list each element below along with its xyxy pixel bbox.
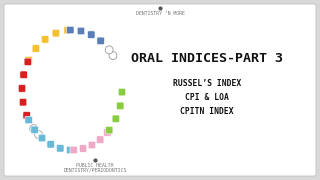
Text: CPITN INDEX: CPITN INDEX (180, 107, 234, 116)
FancyBboxPatch shape (97, 37, 104, 45)
FancyBboxPatch shape (38, 134, 46, 142)
FancyBboxPatch shape (112, 115, 120, 123)
FancyBboxPatch shape (18, 85, 26, 92)
Text: PUBLIC HEALTH: PUBLIC HEALTH (76, 163, 114, 168)
FancyBboxPatch shape (67, 146, 74, 154)
FancyBboxPatch shape (105, 126, 113, 134)
FancyBboxPatch shape (118, 88, 126, 96)
Text: DENTISTRY/PERIODONTICS: DENTISTRY/PERIODONTICS (63, 167, 127, 172)
FancyBboxPatch shape (67, 26, 74, 34)
FancyBboxPatch shape (4, 4, 316, 176)
FancyBboxPatch shape (70, 146, 77, 154)
Ellipse shape (35, 131, 43, 139)
FancyBboxPatch shape (88, 141, 96, 149)
FancyBboxPatch shape (96, 136, 104, 143)
FancyBboxPatch shape (23, 112, 30, 119)
FancyBboxPatch shape (116, 102, 124, 110)
FancyBboxPatch shape (31, 126, 38, 134)
FancyBboxPatch shape (79, 145, 87, 152)
Ellipse shape (109, 52, 117, 60)
Text: RUSSEL’S INDEX: RUSSEL’S INDEX (173, 78, 241, 87)
FancyBboxPatch shape (20, 71, 28, 78)
FancyBboxPatch shape (32, 45, 40, 52)
FancyBboxPatch shape (25, 116, 32, 124)
Text: DENTISTRY ‘N MORE: DENTISTRY ‘N MORE (136, 11, 184, 16)
FancyBboxPatch shape (52, 30, 60, 37)
FancyBboxPatch shape (104, 129, 111, 136)
FancyBboxPatch shape (41, 36, 49, 43)
FancyBboxPatch shape (57, 145, 64, 152)
FancyBboxPatch shape (19, 98, 27, 106)
FancyBboxPatch shape (64, 26, 71, 34)
Text: CPI & LOA: CPI & LOA (185, 93, 229, 102)
FancyBboxPatch shape (24, 58, 32, 66)
Ellipse shape (105, 46, 113, 54)
FancyBboxPatch shape (77, 27, 85, 35)
FancyBboxPatch shape (47, 141, 54, 148)
FancyBboxPatch shape (25, 56, 32, 64)
Ellipse shape (30, 125, 38, 132)
Text: ORAL INDICES-PART 3: ORAL INDICES-PART 3 (131, 51, 283, 64)
FancyBboxPatch shape (87, 31, 95, 38)
